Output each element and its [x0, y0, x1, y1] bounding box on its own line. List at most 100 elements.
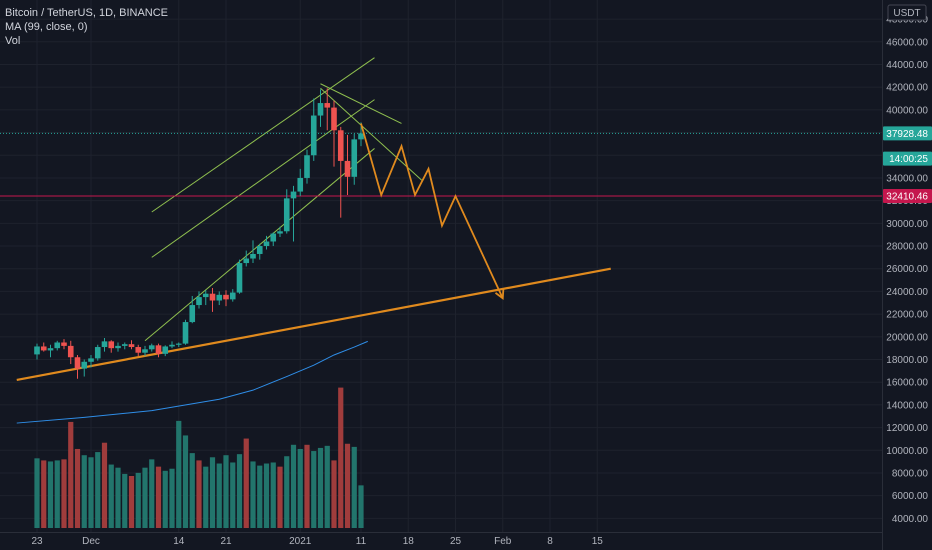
x-tick-label: 25: [450, 536, 462, 547]
projection-path: [360, 123, 504, 299]
candle: [209, 288, 216, 312]
volume-bar: [250, 461, 256, 528]
candle-body: [128, 344, 135, 348]
candle-body: [236, 263, 243, 293]
candle: [337, 126, 344, 218]
candle: [189, 295, 196, 324]
volume-bar: [216, 463, 222, 528]
descending-line: [320, 87, 423, 181]
volume-bar: [128, 476, 135, 528]
candle: [54, 340, 61, 351]
candle-body: [223, 294, 229, 300]
volume-bar: [122, 473, 128, 528]
candle-body: [304, 155, 310, 178]
candle-body: [101, 341, 108, 348]
volume-bar: [169, 468, 175, 528]
volume-bar: [358, 485, 364, 528]
price-tag-level: 32410.46: [883, 188, 932, 203]
candle: [229, 289, 236, 302]
candle-body: [351, 139, 358, 177]
candle-body: [175, 343, 182, 345]
legend-vol[interactable]: Vol: [5, 35, 21, 47]
x-tick-label: 8: [547, 536, 553, 547]
candle-body: [148, 345, 155, 350]
candle-body: [202, 293, 209, 298]
y-tick-label: 14000.00: [886, 400, 928, 411]
y-tick-label: 4000.00: [892, 514, 929, 525]
y-tick-label: 28000.00: [886, 242, 928, 253]
candle: [115, 342, 121, 352]
channel-middle-line: [151, 99, 375, 258]
y-tick-label: 20000.00: [886, 332, 928, 343]
price-tag-countdown: 14:00:25: [883, 151, 932, 166]
candle-body: [88, 358, 94, 362]
price-tag-label: 14:00:25: [889, 154, 928, 165]
candle: [155, 343, 162, 358]
x-tick-label: 18: [403, 536, 415, 547]
candle-body: [34, 346, 40, 355]
price-axis-background: [882, 0, 932, 550]
short-diagonal-line: [320, 83, 402, 124]
candle: [250, 240, 256, 264]
volume-bar: [101, 442, 108, 528]
legend-ma[interactable]: MA (99, close, 0): [5, 21, 88, 33]
volume-bar: [257, 465, 263, 528]
volume-bar: [135, 472, 141, 528]
volume-bar: [284, 456, 290, 528]
candle-body: [115, 345, 121, 349]
candle-body: [250, 253, 256, 259]
candle-body: [47, 348, 54, 351]
x-tick-label: 23: [31, 536, 43, 547]
legend-symbol[interactable]: Bitcoin / TetherUS, 1D, BINANCE: [5, 7, 169, 19]
candle: [270, 232, 277, 247]
candle: [142, 345, 148, 357]
price-tag-box: [883, 151, 932, 166]
candle: [283, 189, 290, 234]
candle-body: [94, 347, 101, 359]
projection-arrowhead: [494, 289, 505, 300]
y-tick-label: 44000.00: [886, 60, 928, 71]
candle-body: [256, 246, 263, 254]
volume-bar: [317, 447, 324, 528]
volume-bar: [263, 463, 270, 528]
candle: [216, 291, 223, 306]
candle: [324, 88, 331, 131]
candle: [182, 319, 189, 345]
candle-body: [81, 361, 88, 369]
candle-body: [155, 345, 162, 354]
candle-body: [358, 133, 364, 140]
volume-bar: [223, 455, 229, 528]
y-tick-label: 12000.00: [886, 423, 928, 434]
x-tick-labels: 23 Dec 14 21 2021 11 18 25 Feb 8 15: [31, 536, 603, 547]
candle: [196, 291, 202, 309]
volume-bar: [68, 421, 74, 528]
candle-body: [40, 346, 47, 351]
candle-body: [74, 357, 81, 369]
y-tick-label: 34000.00: [886, 173, 928, 184]
candle: [67, 340, 74, 365]
candle-body: [209, 293, 216, 301]
volume-bar: [209, 457, 216, 528]
candle-body: [189, 305, 196, 323]
x-tick-label: 2021: [289, 536, 312, 547]
candle: [202, 290, 209, 306]
candle-body: [283, 198, 290, 232]
candle: [81, 359, 88, 377]
x-tick-label: 11: [356, 536, 367, 547]
volume-bar: [230, 462, 236, 528]
volume-bar: [108, 464, 114, 528]
y-tick-label: 40000.00: [886, 105, 928, 116]
candle: [47, 344, 54, 358]
candle: [94, 344, 101, 361]
volume-bar: [270, 462, 276, 528]
candle: [121, 342, 128, 350]
candle-body: [243, 258, 250, 264]
candle: [128, 340, 135, 350]
candles: [34, 88, 364, 379]
candle-body: [331, 107, 337, 131]
x-tick-label: Feb: [494, 536, 512, 547]
candle: [290, 185, 297, 242]
y-tick-label: 18000.00: [886, 355, 928, 366]
